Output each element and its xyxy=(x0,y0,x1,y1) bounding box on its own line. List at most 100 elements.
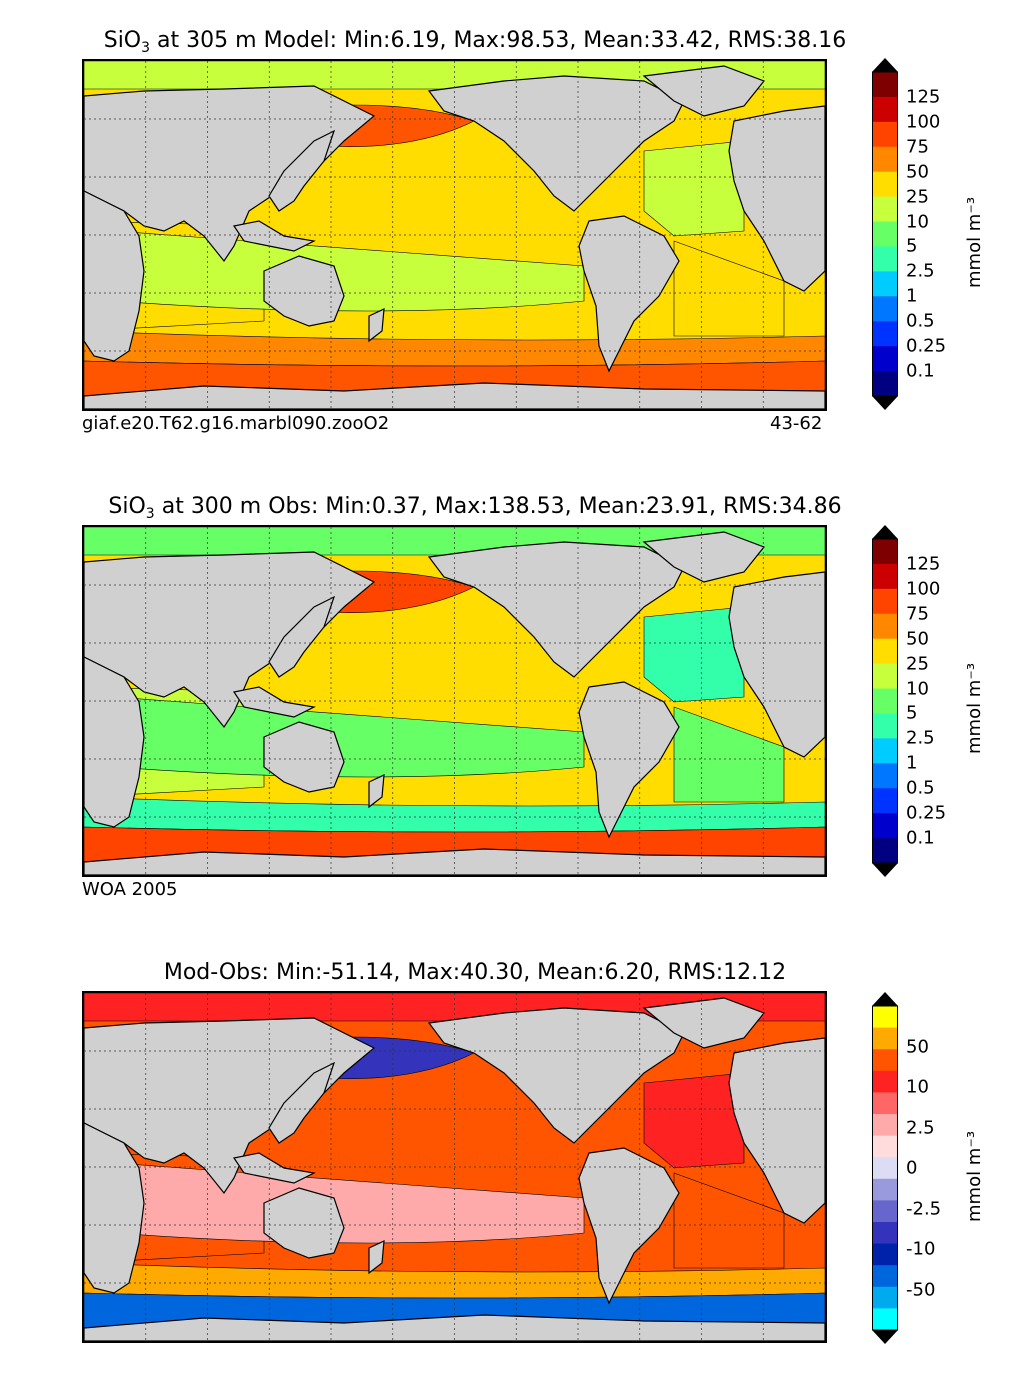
title-rest: at 300 m Obs: Min:0.37, Max:138.53, Mean… xyxy=(154,494,842,519)
land-europe-africa-right xyxy=(728,1037,825,1224)
land-asia-east xyxy=(268,129,336,212)
land-new-zealand xyxy=(368,308,385,343)
colorbar-extend-bottom xyxy=(872,1330,898,1344)
title-var: SiO xyxy=(108,494,146,519)
panel-title-model: SiO3 at 305 m Model: Min:6.19, Max:98.53… xyxy=(0,28,950,56)
obs-caption-left: WOA 2005 xyxy=(82,879,178,900)
colorbar-svg xyxy=(872,525,898,877)
colorbar-tick-label: -50 xyxy=(906,1279,936,1300)
colorbar-segment xyxy=(872,72,898,98)
colorbar-unit-label: mmol m⁻³ xyxy=(964,1130,985,1222)
colorbar-segment xyxy=(872,296,898,322)
colorbar-segment xyxy=(872,763,898,789)
colorbar-tick-label: 125 xyxy=(906,86,941,108)
land-australia xyxy=(263,721,345,793)
colorbar-segment xyxy=(872,1286,898,1309)
colorbar-segment xyxy=(872,96,898,123)
colorbar-tick-label: 5 xyxy=(906,235,918,257)
colorbar-tick-label: 0.25 xyxy=(906,335,947,357)
colorbar-tick-label: 0.1 xyxy=(906,360,935,382)
colorbar-tick-label: 0.5 xyxy=(906,777,935,799)
colorbar-segment xyxy=(872,171,898,198)
colorbar-segment xyxy=(872,688,898,714)
land-indonesia xyxy=(233,1152,316,1184)
colorbar-extend-top xyxy=(872,58,898,72)
colorbar-segment xyxy=(872,371,898,397)
colorbar-segment xyxy=(872,146,898,173)
colorbar-tick-label: 1 xyxy=(906,285,918,307)
colorbar-segment xyxy=(872,1027,898,1050)
map-svg xyxy=(84,61,825,409)
colorbar-unit-label: mmol m⁻³ xyxy=(964,662,985,754)
diff-map xyxy=(82,991,827,1343)
colorbar-segment xyxy=(872,1178,898,1201)
colorbar-segment xyxy=(872,1114,898,1137)
colorbar-segment xyxy=(872,1092,898,1115)
colorbar-svg xyxy=(872,58,898,410)
colorbar-tick-label: 75 xyxy=(906,136,929,158)
land-new-zealand xyxy=(368,774,385,809)
colorbar-segment xyxy=(872,1200,898,1223)
colorbar-tick-label: 0 xyxy=(906,1157,918,1179)
colorbar-segment xyxy=(872,713,898,739)
gridlines xyxy=(84,993,825,1341)
title-rest: at 305 m Model: Min:6.19, Max:98.53, Mea… xyxy=(150,28,847,53)
obs-map xyxy=(82,525,827,877)
colorbar-segment xyxy=(872,613,898,640)
colorbar-segment xyxy=(872,638,898,665)
colorbar-extend-top xyxy=(872,992,898,1006)
colorbar-segment xyxy=(872,1157,898,1180)
land-australia xyxy=(263,1187,345,1259)
land-europe-africa-right xyxy=(728,105,825,292)
land-greenland xyxy=(642,531,765,583)
colorbar-segment xyxy=(872,1308,898,1331)
colorbar-tick-label: 0.25 xyxy=(906,802,947,824)
land-asia-east xyxy=(268,1061,336,1144)
colorbar-segment xyxy=(872,1070,898,1093)
colorbar-tick-label: 10 xyxy=(906,211,929,233)
colorbar-segment xyxy=(872,788,898,814)
map-svg xyxy=(84,527,825,875)
model-caption-right: 43-62 xyxy=(770,413,823,434)
map-svg xyxy=(84,993,825,1341)
colorbar-tick-label: 0.5 xyxy=(906,310,935,332)
colorbar-tick-label: 0.1 xyxy=(906,827,935,849)
colorbar-tick-label: 5 xyxy=(906,702,918,724)
model-map xyxy=(82,59,827,411)
colorbar-tick-label: 100 xyxy=(906,578,941,600)
colorbar-tick-label: -10 xyxy=(906,1238,936,1260)
colorbar-tick-label: 50 xyxy=(906,628,929,650)
colorbar-tick-label: 2.5 xyxy=(906,727,935,749)
colorbar-tick-label: 25 xyxy=(906,653,929,675)
colorbar-segment xyxy=(872,346,898,372)
colorbar-tick-label: 100 xyxy=(906,111,941,133)
colorbar-segment xyxy=(872,271,898,297)
land-new-zealand xyxy=(368,1240,385,1275)
colorbar-segment xyxy=(872,813,898,839)
colorbar-segment xyxy=(872,1265,898,1288)
panel-title-diff: Mod-Obs: Min:-51.14, Max:40.30, Mean:6.2… xyxy=(0,960,950,985)
colorbar-tick-label: 10 xyxy=(906,678,929,700)
gridlines xyxy=(84,61,825,409)
colorbar-tick-label: -2.5 xyxy=(906,1198,942,1219)
title-var: SiO xyxy=(103,28,142,53)
colorbar-segment xyxy=(872,1049,898,1072)
gridlines xyxy=(84,527,825,875)
land-asia-east xyxy=(268,595,336,678)
colorbar-tick-label: 75 xyxy=(906,603,929,625)
model-caption-left: giaf.e20.T62.g16.marbl090.zooO2 xyxy=(82,413,390,434)
colorbar-segment xyxy=(872,221,898,247)
colorbar-segment xyxy=(872,838,898,864)
land-north-america xyxy=(427,75,685,212)
colorbar-segment xyxy=(872,246,898,272)
colorbar-extend-top xyxy=(872,525,898,539)
title-sub: 3 xyxy=(145,506,155,522)
colorbar-tick-label: 50 xyxy=(906,161,929,183)
colorbar-tick-label: 25 xyxy=(906,186,929,208)
colorbar-segment xyxy=(872,321,898,347)
atlantic-north xyxy=(643,140,745,237)
atlantic-north xyxy=(643,606,745,703)
colorbar-tick-label: 10 xyxy=(906,1076,929,1098)
colorbar-tick-label: 2.5 xyxy=(906,1117,935,1138)
colorbar-segment xyxy=(872,1006,898,1029)
